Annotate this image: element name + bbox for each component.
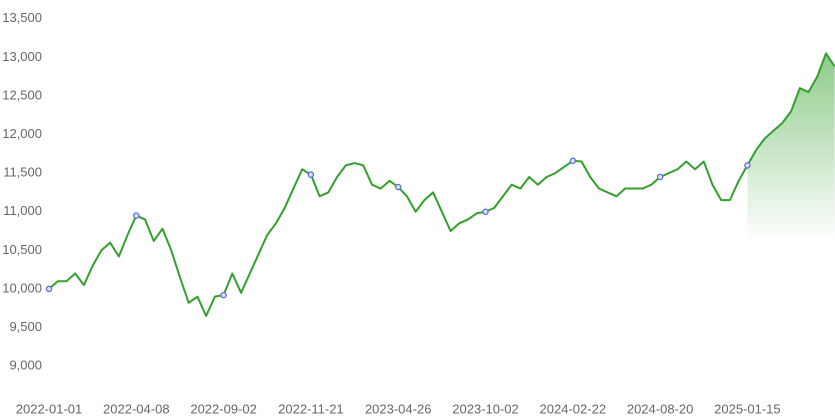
x-tick-label: 2024-08-20 [627, 401, 694, 416]
x-tick-label: 2022-09-02 [190, 401, 257, 416]
y-tick-label: 13,000 [2, 49, 42, 64]
point-marker [394, 183, 402, 191]
x-tick-label: 2023-10-02 [452, 401, 519, 416]
x-tick-label: 2023-04-26 [365, 401, 432, 416]
x-tick-label: 2025-01-15 [714, 401, 781, 416]
y-tick-label: 10,500 [2, 242, 42, 257]
y-tick-label: 9,500 [9, 319, 42, 334]
x-tick-label: 2024-02-22 [540, 401, 607, 416]
point-marker [307, 171, 315, 178]
y-tick-label: 10,000 [2, 280, 42, 295]
y-tick-label: 13,500 [2, 10, 42, 25]
x-tick-label: 2022-04-08 [103, 401, 170, 416]
x-tick-label: 2022-01-01 [16, 401, 83, 416]
x-tick-label: 2022-11-21 [278, 401, 344, 416]
y-tick-label: 12,500 [2, 87, 42, 102]
point-marker [482, 208, 489, 215]
point-marker [569, 157, 577, 165]
y-tick-label: 11,000 [3, 203, 42, 218]
point-marker [744, 162, 751, 169]
point-marker [45, 285, 53, 293]
area-fill [747, 53, 835, 398]
point-marker [656, 173, 664, 181]
line-series [48, 52, 835, 317]
y-tick-label: 11,500 [3, 165, 42, 180]
y-tick-label: 9,000 [9, 358, 42, 373]
point-marker [220, 291, 227, 299]
y-tick-label: 12,000 [2, 126, 42, 141]
point-marker [133, 212, 140, 219]
